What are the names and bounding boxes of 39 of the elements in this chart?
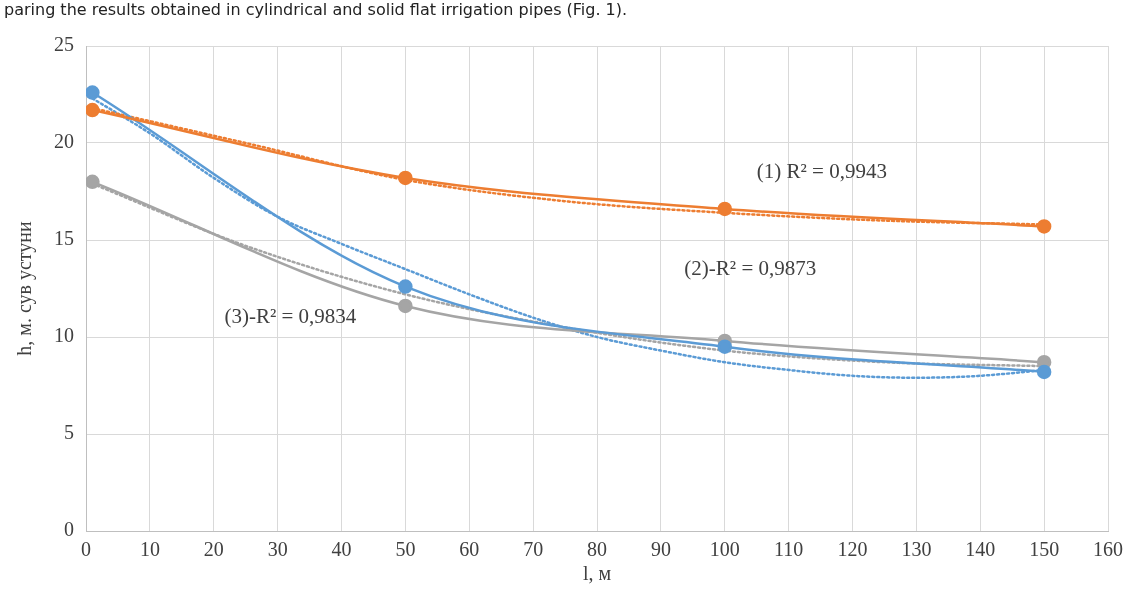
point (398, 170, 413, 186)
x-tick-label: 110 (773, 538, 804, 561)
x-tick-label: 120 (837, 538, 868, 561)
x-tick-label: 130 (901, 538, 932, 561)
y-tick-label: 25 (54, 33, 74, 56)
y-tick-label: 15 (54, 227, 74, 250)
point (86, 85, 100, 100)
x-tick-label: 140 (965, 538, 996, 561)
point (86, 174, 100, 190)
annotation: (2)-R² = 0,9873 (684, 255, 817, 280)
y-tick-label: 0 (64, 518, 74, 541)
x-tick-label: 90 (650, 538, 671, 561)
x-tick-label: 30 (267, 538, 288, 561)
annotation: (1) R² = 0,9943 (756, 158, 887, 183)
x-tick-label: 40 (331, 538, 352, 561)
annotation: (3)-R² = 0,9834 (224, 304, 357, 329)
text: paring the results obtained in cylindrical and solid flat irrigation pipes (Fig. 1). (4, 0, 628, 19)
x-tick-label: 10 (139, 538, 160, 561)
x-tick-label: 70 (523, 538, 544, 561)
point (398, 279, 413, 294)
x-tick-label: 50 (395, 538, 416, 561)
x-tick-label: 100 (709, 538, 740, 561)
x-axis-title: l, м (582, 562, 612, 585)
point (86, 102, 100, 118)
point (398, 298, 413, 314)
y-tick-label: 20 (54, 130, 74, 153)
x-tick-label: 80 (587, 538, 607, 561)
point (1036, 364, 1052, 380)
point (717, 201, 732, 217)
y-axis-title: h, м. сув устуни (13, 220, 37, 356)
y-tick-label: 5 (64, 421, 74, 444)
x-tick-label: 0 (81, 538, 91, 561)
point (1036, 219, 1052, 234)
x-tick-label: 20 (203, 538, 224, 561)
x-tick-label: 150 (1029, 538, 1060, 561)
x-tick-label: 60 (459, 538, 480, 561)
y-tick-label: 10 (54, 324, 74, 347)
point (717, 339, 732, 354)
x-tick-label: 160 (1093, 538, 1123, 561)
